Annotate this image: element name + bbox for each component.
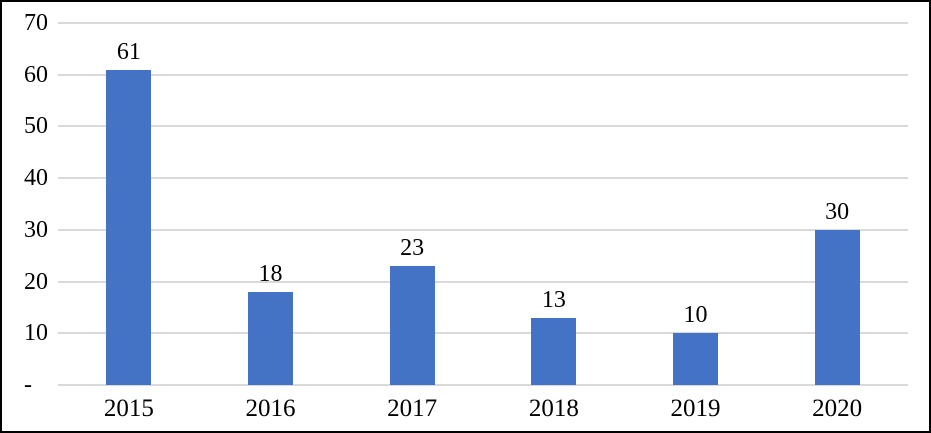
y-axis-tick-label: 40 [24,165,48,192]
y-axis-tick-label: - [24,372,32,398]
gridline [58,177,908,180]
y-axis-tick-label: 20 [24,268,48,295]
x-axis-tick-label: 2020 [812,395,863,422]
bar-2019 [673,333,718,385]
gridline [58,228,908,231]
y-axis-tick-label: 70 [24,10,48,36]
y-axis-tick-label: 10 [24,320,48,347]
x-axis-tick-label: 2019 [670,395,721,422]
gridline [58,125,908,128]
y-axis-tick-label: 60 [24,61,48,88]
bar-value-label: 10 [683,302,708,329]
gridline [58,280,908,283]
bar-2017 [389,266,435,385]
gridline [58,332,908,335]
gridline [58,73,908,76]
x-axis-tick-label: 2018 [528,395,579,422]
x-axis-tick-label: 2016 [245,395,296,422]
x-axis-tick-label: 2015 [103,395,154,422]
bar-2020 [814,229,860,385]
bar-value-label: 23 [400,235,425,262]
bar-value-label: 13 [541,286,566,313]
bar-value-label: 18 [258,260,283,287]
bar-value-label: 61 [116,38,141,65]
bar-2016 [248,291,293,385]
bar-2018 [531,317,577,385]
x-axis-tick-label: 2017 [387,395,438,422]
gridline [58,22,908,24]
bar-2015 [106,69,152,385]
bar-value-label: 30 [825,198,850,225]
x-axis-line [58,384,908,386]
y-axis-tick-label: 50 [24,113,48,140]
y-axis-tick-label: 30 [24,216,48,243]
